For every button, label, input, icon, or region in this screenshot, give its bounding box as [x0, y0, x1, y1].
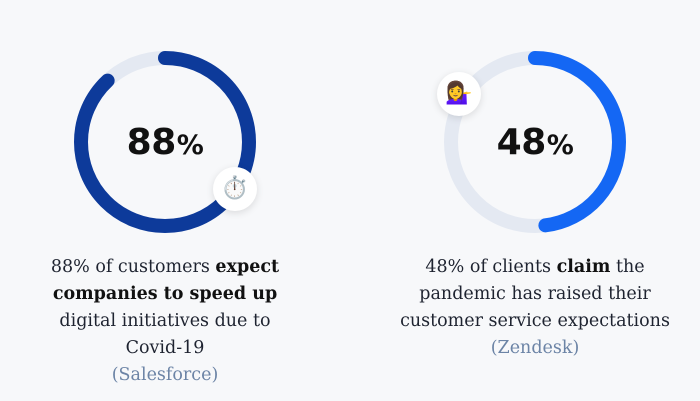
stat-card-salesforce: 88% ⏱️ 88% of customers expect companies… — [0, 49, 340, 389]
stat-caption: 48% of clients claim the pandemic has ra… — [360, 254, 700, 362]
caption-lead: 88% of customers — [50, 257, 216, 277]
percentage-number: 88 — [126, 121, 177, 163]
percentage-sign: % — [546, 129, 574, 161]
caption-tail: the pandemic has raised their customer s… — [400, 257, 670, 331]
percentage-number: 48 — [496, 121, 547, 163]
source-citation: (Salesforce) — [111, 365, 219, 385]
stat-card-zendesk: 48% 💁‍♀️ 48% of clients claim the pandem… — [350, 0, 700, 401]
percentage-value: 48% — [442, 49, 628, 235]
progress-ring: 88% — [72, 49, 258, 235]
progress-ring: 48% — [442, 49, 628, 235]
percentage-sign: % — [176, 129, 204, 161]
caption-emphasis: claim — [556, 257, 611, 277]
stat-caption: 88% of customers expect companies to spe… — [0, 254, 340, 389]
caption-lead: 48% of clients — [425, 257, 557, 277]
progress-ring-fill — [74, 51, 256, 233]
caption-emphasis: expect companies to speed up — [52, 257, 280, 304]
caption-tail: digital initiatives due to Covid-19 — [59, 311, 271, 358]
progress-ring-graphic — [444, 51, 626, 233]
stopwatch-icon: ⏱️ — [213, 167, 257, 211]
person-tipping-hand-icon: 💁‍♀️ — [437, 72, 481, 116]
source-citation: (Zendesk) — [490, 338, 580, 358]
percentage-value: 88% — [72, 49, 258, 235]
progress-ring-graphic — [74, 51, 256, 233]
progress-ring-fill — [444, 51, 626, 233]
